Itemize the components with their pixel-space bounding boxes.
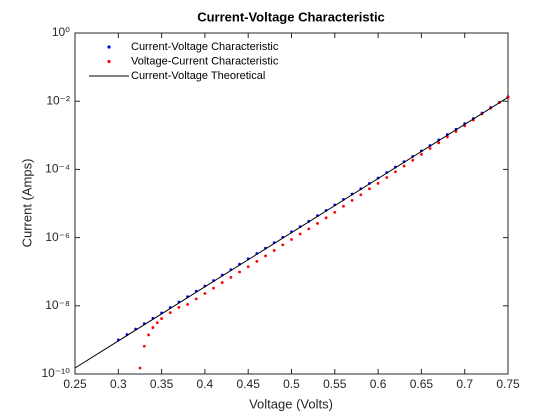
x-tick-label: 0.3 — [110, 377, 127, 391]
chart-title: Current-Voltage Characteristic — [197, 9, 385, 24]
data-point — [142, 344, 146, 348]
data-point — [138, 366, 142, 370]
x-tick-label: 0.6 — [370, 377, 387, 391]
y-tick-label: 10⁻² — [46, 93, 70, 107]
x-tick-label: 0.75 — [496, 377, 520, 391]
data-point — [316, 222, 319, 225]
data-point — [203, 292, 207, 295]
data-point — [368, 187, 371, 191]
data-point — [324, 216, 328, 220]
data-point — [420, 153, 423, 156]
data-point — [394, 170, 397, 174]
x-axis-label: Voltage (Volts) — [249, 396, 333, 411]
data-point — [246, 265, 250, 269]
data-point — [281, 243, 285, 247]
data-point — [186, 302, 189, 306]
plot-area — [75, 33, 508, 374]
x-tick-label: 0.55 — [323, 377, 347, 391]
data-point — [385, 176, 389, 179]
theory-line — [74, 96, 509, 369]
data-point — [411, 158, 415, 162]
x-tick-label: 0.4 — [197, 377, 214, 391]
x-tick-label: 0.5 — [283, 377, 300, 391]
y-tick-label: 10⁻⁶ — [45, 230, 70, 244]
data-point — [155, 321, 159, 325]
legend-label: Voltage-Current Characteristic — [131, 55, 279, 67]
data-point — [147, 333, 151, 337]
data-point — [359, 193, 363, 197]
x-tick-label: 0.7 — [456, 377, 473, 391]
legend-label: Current-Voltage Characteristic — [131, 41, 279, 53]
data-point — [177, 305, 181, 309]
x-tick-label: 0.25 — [63, 377, 87, 391]
data-point — [298, 232, 302, 236]
data-point — [437, 141, 441, 145]
data-point — [454, 130, 458, 133]
data-point — [350, 199, 354, 202]
y-tick-label: 10⁻⁸ — [45, 298, 70, 312]
data-point — [272, 249, 276, 252]
y-tick-label: 10⁰ — [52, 25, 70, 39]
x-tick-label: 0.65 — [410, 377, 434, 391]
axes-box — [74, 32, 509, 375]
data-point — [151, 326, 155, 329]
x-tick-label: 0.45 — [237, 377, 261, 391]
data-point — [229, 276, 233, 279]
data-point — [160, 317, 164, 321]
data-point — [333, 210, 337, 214]
data-point — [238, 270, 241, 274]
x-tick-label: 0.35 — [150, 377, 174, 391]
data-point — [194, 297, 198, 301]
y-tick-label: 10⁻¹⁰ — [42, 366, 71, 380]
data-point — [264, 254, 267, 258]
data-point — [428, 147, 432, 150]
data-point — [168, 311, 172, 315]
data-point — [402, 164, 406, 168]
data-point — [212, 286, 215, 290]
data-point — [376, 181, 380, 185]
data-point — [445, 135, 449, 139]
legend-swatch — [107, 45, 111, 49]
legend-label: Current-Voltage Theoretical — [131, 70, 265, 82]
data-point — [220, 281, 224, 284]
data-point — [307, 227, 311, 231]
y-axis-label: Current (Amps) — [19, 159, 34, 248]
data-point — [255, 260, 259, 263]
data-point — [290, 238, 293, 241]
legend-swatch — [107, 59, 111, 64]
y-tick-label: 10⁻⁴ — [45, 162, 70, 176]
data-point — [342, 204, 345, 208]
